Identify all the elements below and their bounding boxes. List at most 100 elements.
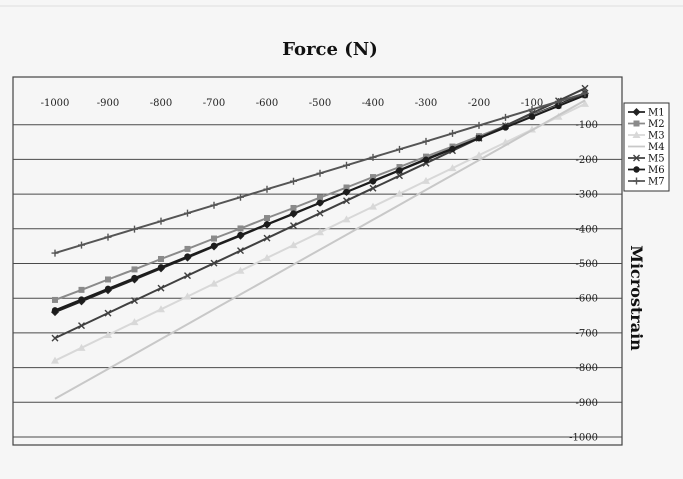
series-m4 <box>54 99 586 400</box>
data-point-m2 <box>264 215 270 222</box>
data-point-m6 <box>210 242 218 250</box>
plot-frame <box>12 76 623 446</box>
data-point-m6 <box>290 210 297 217</box>
data-point-m5 <box>290 222 297 230</box>
data-point-m3 <box>448 164 457 172</box>
gridlines <box>13 124 622 438</box>
data-point-m5 <box>263 234 271 242</box>
data-point-m7 <box>343 161 350 169</box>
data-point-m3 <box>395 189 404 197</box>
data-point-m7 <box>237 193 244 201</box>
data-point-m3 <box>130 318 139 326</box>
data-point-m3 <box>316 228 324 236</box>
x-tick-label: -600 <box>256 98 278 109</box>
data-point-m3 <box>581 99 589 107</box>
data-point-m2 <box>158 255 164 262</box>
legend-item-m7: M7 <box>628 177 665 188</box>
x-tick-label: -200 <box>468 98 490 109</box>
data-point-m7 <box>396 145 403 153</box>
data-point-m5 <box>316 209 324 217</box>
y-tick-label: -300 <box>576 190 598 201</box>
data-point-m6 <box>343 188 350 196</box>
data-point-m2 <box>317 194 323 201</box>
data-point-m5 <box>369 184 377 192</box>
data-point-m3 <box>104 330 112 338</box>
chart-title: Force (N) <box>282 39 377 60</box>
legend-marker-m7 <box>633 177 640 185</box>
legend-marker-m3 <box>632 131 641 138</box>
data-point-m6 <box>502 124 509 131</box>
data-point-m5 <box>396 172 403 180</box>
data-point-m6 <box>263 221 271 228</box>
data-point-m7 <box>157 217 165 225</box>
x-tick-label: -1000 <box>41 98 70 109</box>
data-point-m3 <box>236 266 245 274</box>
y-tick-label: -1000 <box>569 433 598 444</box>
x-tick-label: -500 <box>309 98 331 109</box>
data-point-m7 <box>263 185 271 193</box>
y-tick-label: -400 <box>576 224 598 235</box>
data-point-m7 <box>78 241 85 249</box>
data-point-m7 <box>104 233 112 241</box>
data-point-m5 <box>104 309 112 317</box>
y-tick-label: -800 <box>576 363 598 374</box>
data-point-m3 <box>369 202 377 210</box>
data-point-m5 <box>157 284 165 292</box>
data-point-m6 <box>184 253 191 260</box>
data-point-m3 <box>289 241 298 249</box>
data-point-m5 <box>51 334 59 342</box>
data-point-m7 <box>51 249 59 257</box>
data-point-m6 <box>237 231 244 239</box>
legend-marker-m2 <box>633 120 640 127</box>
data-point-m3 <box>51 356 59 364</box>
data-point-m7 <box>131 225 138 233</box>
data-point-m6 <box>51 307 59 314</box>
y-tick-label: -600 <box>576 294 598 305</box>
y-axis-label: Microstrain <box>627 245 646 351</box>
legend-label-m5: M5 <box>648 154 665 165</box>
series-m7 <box>51 89 589 257</box>
legend-label-m1: M1 <box>648 108 665 119</box>
data-point-m5 <box>581 84 589 92</box>
legend-item-m1: M1 <box>628 108 665 119</box>
data-point-m2 <box>370 174 376 181</box>
data-point-m6 <box>396 167 403 174</box>
data-point-m6 <box>422 156 430 163</box>
data-point-m2 <box>105 276 111 283</box>
data-point-m7 <box>422 137 430 145</box>
data-point-m6 <box>449 145 456 153</box>
data-point-m6 <box>369 178 377 185</box>
data-point-m2 <box>52 296 58 303</box>
data-point-m7 <box>502 113 509 121</box>
data-point-m2 <box>343 184 350 191</box>
data-point-m6 <box>316 199 324 206</box>
x-tick-label: -900 <box>97 98 119 109</box>
x-tick-label: -700 <box>203 98 225 109</box>
data-point-m6 <box>104 285 112 293</box>
data-point-m3 <box>263 253 271 261</box>
data-point-m6 <box>157 264 165 271</box>
legend-label-m4: M4 <box>648 142 665 153</box>
y-tick-label: -900 <box>576 398 598 409</box>
data-point-m2 <box>396 164 403 171</box>
series-m6 <box>51 92 589 314</box>
data-point-m5 <box>343 197 350 205</box>
data-point-m3 <box>475 151 483 159</box>
data-point-m5 <box>131 297 138 305</box>
data-point-m7 <box>555 97 562 105</box>
legend-marker-m6 <box>633 166 640 173</box>
legend-item-m6: M6 <box>628 165 665 176</box>
legend-label-m6: M6 <box>648 165 665 176</box>
legend-item-m2: M2 <box>628 119 665 130</box>
tick-labels: -1000 -900 -800 -700 -600 -500 -400 -300 -200 -10… <box>41 98 598 444</box>
x-tick-label: -300 <box>415 98 437 109</box>
data-point-m2 <box>290 204 297 211</box>
data-point-m3 <box>210 279 218 287</box>
data-point-m3 <box>157 305 165 313</box>
data-point-m7 <box>290 177 297 185</box>
data-point-m3 <box>342 215 351 223</box>
data-point-m6 <box>78 296 85 303</box>
series-line-m4 <box>54 99 586 400</box>
data-point-m7 <box>369 153 377 161</box>
